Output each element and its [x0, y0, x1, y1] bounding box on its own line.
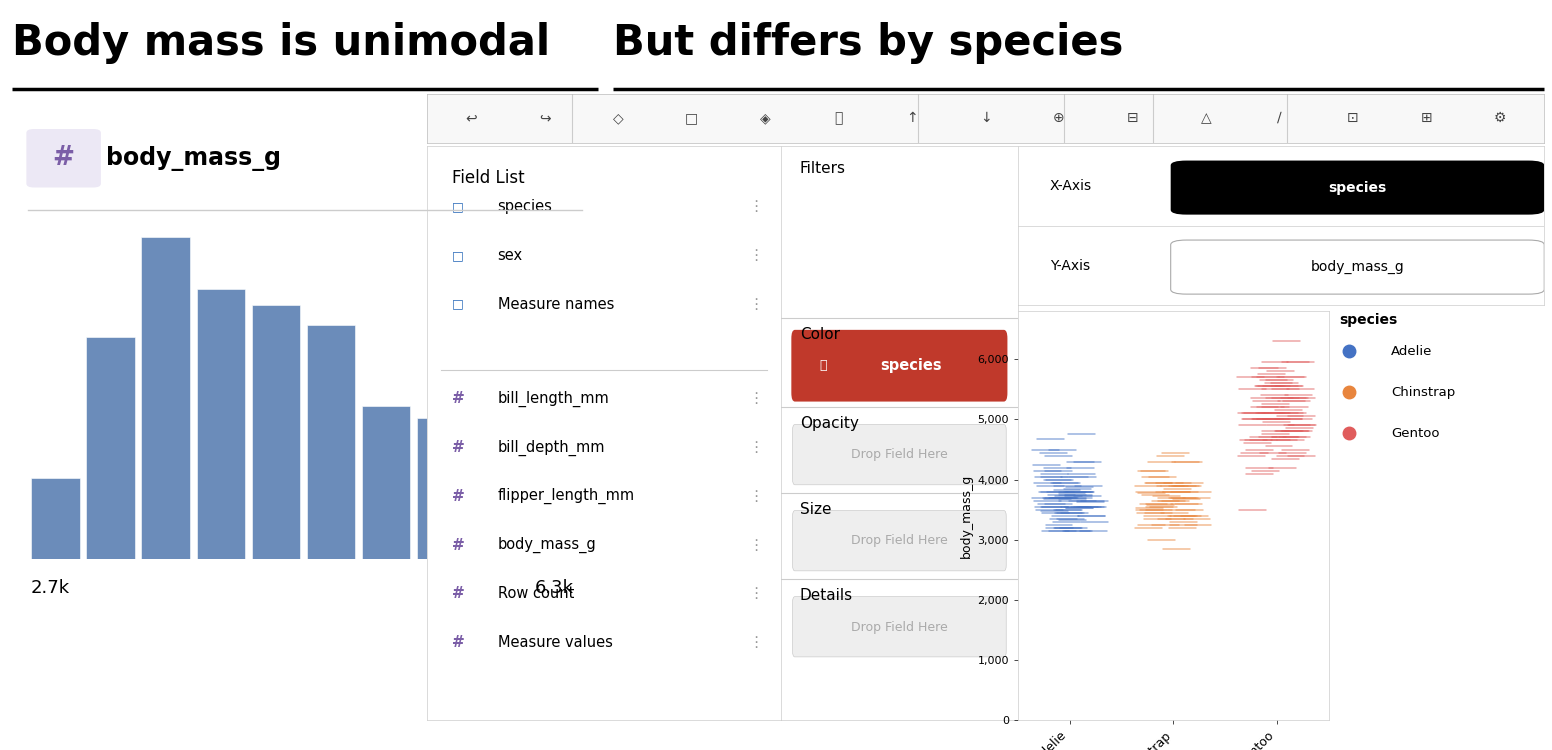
Bar: [472, 499, 520, 559]
Bar: [141, 237, 189, 559]
Text: But differs by species: But differs by species: [613, 22, 1124, 64]
Text: ⊕: ⊕: [1054, 111, 1065, 125]
Text: Filters: Filters: [799, 160, 846, 176]
Text: body_mass_g: body_mass_g: [106, 146, 281, 171]
Text: ⬜: ⬜: [835, 111, 843, 125]
Text: ⋮: ⋮: [748, 392, 764, 406]
Text: body_mass_g: body_mass_g: [1310, 260, 1405, 274]
Text: Measure names: Measure names: [498, 296, 615, 311]
Text: ◇: ◇: [613, 111, 624, 125]
Text: ∕: ∕: [1277, 111, 1282, 125]
Text: ⊟: ⊟: [1127, 111, 1138, 125]
FancyBboxPatch shape: [1170, 160, 1544, 214]
Text: species: species: [1339, 314, 1397, 327]
Text: □: □: [452, 249, 464, 262]
Text: Details: Details: [799, 588, 852, 603]
Text: ◈: ◈: [760, 111, 770, 125]
Text: flipper_length_mm: flipper_length_mm: [498, 488, 635, 504]
Text: Color: Color: [799, 327, 840, 342]
Text: Measure values: Measure values: [498, 635, 613, 650]
Text: ⋮: ⋮: [748, 538, 764, 553]
Text: species: species: [1329, 181, 1386, 194]
Text: ⋮: ⋮: [748, 635, 764, 650]
Text: sex: sex: [498, 248, 523, 262]
Text: ⋮: ⋮: [748, 586, 764, 602]
Text: #: #: [452, 489, 464, 504]
Text: species: species: [498, 199, 553, 214]
Text: body_mass_g: body_mass_g: [498, 537, 596, 553]
FancyBboxPatch shape: [793, 511, 1006, 571]
FancyBboxPatch shape: [793, 424, 1006, 484]
Text: ⋮: ⋮: [748, 248, 764, 262]
Text: Drop Field Here: Drop Field Here: [850, 620, 948, 634]
Text: □: □: [452, 200, 464, 213]
Text: △: △: [1201, 111, 1211, 125]
Text: Drop Field Here: Drop Field Here: [850, 535, 948, 548]
Text: Y-Axis: Y-Axis: [1049, 259, 1090, 272]
Bar: [251, 305, 300, 559]
Text: Row count: Row count: [498, 586, 574, 602]
Text: 2.7k: 2.7k: [31, 579, 70, 597]
Text: 6.3k: 6.3k: [535, 579, 574, 597]
Text: #: #: [452, 538, 464, 553]
Text: #: #: [452, 392, 464, 406]
Bar: [197, 290, 245, 559]
Text: ⋮: ⋮: [748, 296, 764, 311]
Text: Field List: Field List: [452, 170, 525, 188]
Bar: [362, 406, 410, 559]
Text: ↑: ↑: [906, 111, 917, 125]
FancyBboxPatch shape: [793, 597, 1006, 657]
Text: ↪: ↪: [539, 111, 551, 125]
Text: Opacity: Opacity: [799, 416, 858, 431]
Text: ⊞: ⊞: [1420, 111, 1432, 125]
Y-axis label: body_mass_g: body_mass_g: [961, 473, 973, 558]
FancyBboxPatch shape: [1170, 240, 1544, 294]
Text: Gentoo: Gentoo: [1391, 427, 1440, 439]
Text: bill_depth_mm: bill_depth_mm: [498, 440, 605, 455]
Bar: [307, 326, 355, 559]
Text: ⊡: ⊡: [1347, 111, 1358, 125]
Text: #: #: [452, 440, 464, 455]
Text: ↩: ↩: [466, 111, 478, 125]
Bar: [87, 338, 135, 559]
Text: X-Axis: X-Axis: [1049, 179, 1091, 193]
Text: Adelie: Adelie: [1391, 345, 1432, 358]
Text: Chinstrap: Chinstrap: [1391, 386, 1456, 399]
Text: ⋮: ⋮: [748, 440, 764, 455]
Text: □: □: [686, 111, 698, 125]
Text: Size: Size: [799, 502, 832, 517]
Text: #: #: [53, 146, 74, 171]
Text: ⋮: ⋮: [748, 489, 764, 504]
FancyBboxPatch shape: [792, 330, 1007, 401]
Bar: [417, 418, 466, 559]
Text: Drop Field Here: Drop Field Here: [850, 448, 948, 461]
Text: ⚙: ⚙: [1493, 111, 1505, 125]
Text: □: □: [452, 298, 464, 310]
Text: #: #: [452, 635, 464, 650]
Text: 🗑: 🗑: [819, 359, 827, 373]
Text: bill_length_mm: bill_length_mm: [498, 391, 610, 406]
Text: species: species: [880, 358, 942, 374]
Text: ⋮: ⋮: [748, 199, 764, 214]
Bar: [31, 478, 79, 559]
Text: Body mass is unimodal: Body mass is unimodal: [12, 22, 551, 64]
Bar: [528, 526, 576, 559]
Text: ↓: ↓: [979, 111, 992, 125]
Text: #: #: [452, 586, 464, 602]
